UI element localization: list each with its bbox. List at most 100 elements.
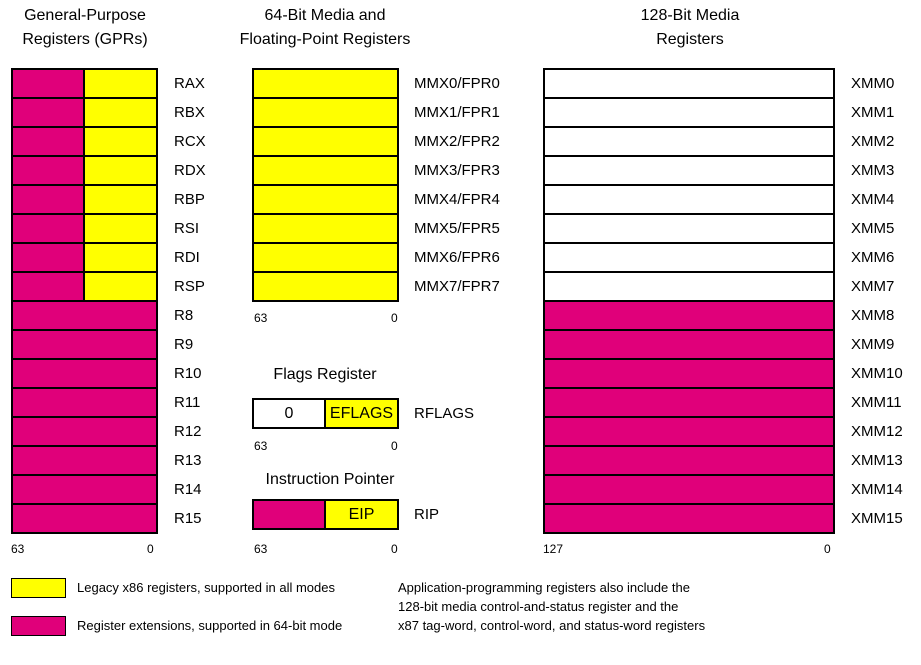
eflags-label: EFLAGS <box>329 404 394 422</box>
xmm-register-xmm9 <box>543 329 835 360</box>
xmm-register-xmm1 <box>543 97 835 128</box>
gpr-label-r12: R12 <box>174 423 202 440</box>
ip-title: Instruction Pointer <box>265 471 395 488</box>
xmm-label-xmm12: XMM12 <box>851 423 903 440</box>
xmm-title: 128-Bit Media Registers <box>590 4 790 52</box>
xmm-label-xmm5: XMM5 <box>851 220 895 237</box>
flags-title: Flags Register <box>273 366 377 383</box>
rip-register: EIP <box>252 499 399 530</box>
xmm-label-xmm11: XMM11 <box>851 394 902 411</box>
mmx-label-mmx6-fpr6: MMX6/FPR6 <box>414 249 500 266</box>
xmm-register-xmm3 <box>543 155 835 186</box>
xmm-bit-high: 127 <box>543 542 564 556</box>
gpr-label-r14: R14 <box>174 481 202 498</box>
rflags-label: RFLAGS <box>414 405 475 422</box>
rflags-high-half: 0 <box>254 400 326 427</box>
mmx-register-stack: MMX0/FPR0 MMX1/FPR1 MMX2/FPR2 MMX3/FPR3 MMX4… <box>250 0 530 310</box>
mmx-register-mmx7-fpr7 <box>252 271 399 302</box>
gpr-label-rbp: RBP <box>174 191 205 208</box>
gpr-register-rax <box>11 68 158 99</box>
xmm-register-xmm5 <box>543 213 835 244</box>
legend-extension-swatch <box>11 616 66 636</box>
gpr-title-line1: General-Purpose <box>24 7 146 24</box>
note-line: x87 tag-word, control-word, and status-w… <box>398 618 706 633</box>
legend-legacy-swatch <box>11 578 66 598</box>
flags-bit-low: 0 <box>391 439 398 453</box>
gpr-register-r10 <box>11 358 158 389</box>
legacy-half <box>85 273 156 300</box>
xmm-label-xmm14: XMM14 <box>851 481 903 498</box>
ip-bit-low: 0 <box>391 542 398 556</box>
gpr-register-rdi <box>11 242 158 273</box>
extension-half <box>13 215 85 242</box>
gpr-label-rsp: RSP <box>174 278 205 295</box>
mmx-title: 64-Bit Media and Floating-Point Register… <box>220 4 430 52</box>
mmx-register-mmx6-fpr6 <box>252 242 399 273</box>
extension-half <box>13 70 85 97</box>
gpr-label-r8: R8 <box>174 307 194 324</box>
gpr-label-rdi: RDI <box>174 249 200 266</box>
xmm-label-xmm0: XMM0 <box>851 75 895 92</box>
note-line: 128-bit media control-and-status registe… <box>398 599 679 614</box>
xmm-register-xmm4 <box>543 184 835 215</box>
gpr-bit-high: 63 <box>11 542 25 556</box>
gpr-register-rdx <box>11 155 158 186</box>
mmx-register-mmx5-fpr5 <box>252 213 399 244</box>
rip-label: RIP <box>414 506 440 523</box>
eip-half: EIP <box>326 501 397 528</box>
legacy-half <box>85 215 156 242</box>
gpr-register-rbp <box>11 184 158 215</box>
extension-half <box>13 99 85 126</box>
mmx-register-mmx0-fpr0 <box>252 68 399 99</box>
mmx-register-mmx4-fpr4 <box>252 184 399 215</box>
mmx-bit-high: 63 <box>254 311 268 325</box>
gpr-title: General-Purpose Registers (GPRs) <box>0 4 170 52</box>
gpr-label-rsi: RSI <box>174 220 200 237</box>
xmm-register-xmm7 <box>543 271 835 302</box>
mmx-bit-low: 0 <box>391 311 398 325</box>
gpr-register-r14 <box>11 474 158 505</box>
xmm-label-xmm6: XMM6 <box>851 249 895 266</box>
xmm-register-xmm0 <box>543 68 835 99</box>
eflags-half: EFLAGS <box>326 400 397 427</box>
gpr-label-r10: R10 <box>174 365 202 382</box>
legacy-half <box>85 157 156 184</box>
rflags-register: 0 EFLAGS <box>252 398 399 429</box>
gpr-label-rcx: RCX <box>174 133 206 150</box>
xmm-bit-low: 0 <box>824 542 831 556</box>
legacy-half <box>85 186 156 213</box>
gpr-label-rbx: RBX <box>174 104 205 121</box>
extension-half <box>13 273 85 300</box>
gpr-register-r8 <box>11 300 158 331</box>
gpr-register-rbx <box>11 97 158 128</box>
extension-half <box>13 128 85 155</box>
gpr-label-r15: R15 <box>174 510 202 527</box>
mmx-register-mmx2-fpr2 <box>252 126 399 157</box>
gpr-register-stack: RAX RBX RCX RDX RBP RSI RDI RSP R8 R9 R10 R11 R12 R13… <box>0 0 220 545</box>
extension-half <box>13 244 85 271</box>
gpr-register-rsp <box>11 271 158 302</box>
mmx-label-mmx7-fpr7: MMX7/FPR7 <box>414 278 500 295</box>
gpr-label-r9: R9 <box>174 336 194 353</box>
legacy-half <box>85 128 156 155</box>
mmx-label-mmx1-fpr1: MMX1/FPR1 <box>414 104 500 121</box>
rflags-high-value: 0 <box>284 404 294 422</box>
xmm-label-xmm13: XMM13 <box>851 452 903 469</box>
flags-bit-high: 63 <box>254 439 268 453</box>
xmm-label-xmm15: XMM15 <box>851 510 903 527</box>
mmx-label-mmx5-fpr5: MMX5/FPR5 <box>414 220 500 237</box>
xmm-register-xmm6 <box>543 242 835 273</box>
gpr-label-rdx: RDX <box>174 162 206 179</box>
legend-extension-text: Register extensions, supported in 64-bit… <box>77 618 343 633</box>
xmm-title-line2: Registers <box>656 31 724 48</box>
xmm-label-xmm1: XMM1 <box>851 104 895 121</box>
gpr-label-r11: R11 <box>174 394 201 411</box>
mmx-label-mmx0-fpr0: MMX0/FPR0 <box>414 75 500 92</box>
extension-half <box>13 186 85 213</box>
xmm-register-xmm11 <box>543 387 835 418</box>
gpr-register-r11 <box>11 387 158 418</box>
xmm-register-xmm13 <box>543 445 835 476</box>
gpr-register-rcx <box>11 126 158 157</box>
gpr-label-r13: R13 <box>174 452 202 469</box>
xmm-label-xmm4: XMM4 <box>851 191 895 208</box>
